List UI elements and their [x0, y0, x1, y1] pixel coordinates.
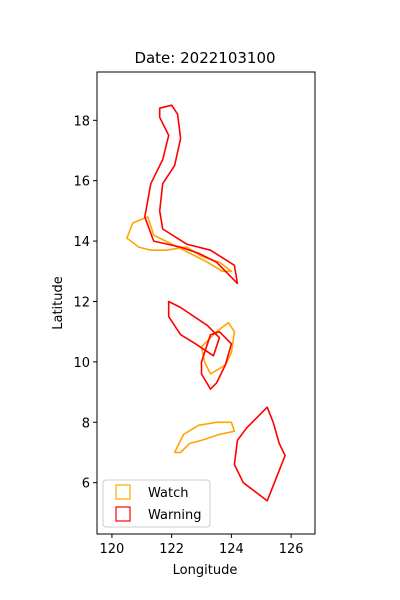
y-axis-label: Latitude: [51, 276, 66, 330]
x-tick-label: 122: [159, 542, 184, 557]
warning-area-1: [145, 105, 238, 283]
warning-area-2: [169, 302, 220, 356]
warning-area-4: [234, 407, 285, 501]
y-axis-ticks: 6 8 10 12 14 16 18: [73, 114, 97, 491]
warning-area-3: [202, 332, 232, 389]
y-tick-label: 18: [73, 114, 90, 129]
y-tick-label: 10: [73, 356, 90, 371]
y-tick-label: 6: [82, 477, 90, 492]
x-tick-label: 120: [100, 542, 125, 557]
warning-areas: [127, 105, 285, 501]
x-tick-label: 126: [279, 542, 304, 557]
x-axis-ticks: 120 122 124 126: [100, 534, 304, 557]
x-tick-label: 124: [219, 542, 244, 557]
y-tick-label: 14: [73, 235, 90, 250]
y-tick-label: 16: [73, 175, 90, 190]
y-tick-label: 8: [82, 416, 90, 431]
chart-title: Date: 2022103100: [134, 49, 275, 67]
x-axis-label: Longitude: [173, 563, 238, 578]
legend-label-watch: Watch: [148, 486, 188, 501]
watch-area-1: [127, 217, 231, 271]
legend: Watch Warning: [103, 480, 210, 527]
watch-area-3: [175, 422, 235, 452]
legend-label-warning: Warning: [148, 508, 201, 523]
y-tick-label: 12: [73, 295, 90, 310]
